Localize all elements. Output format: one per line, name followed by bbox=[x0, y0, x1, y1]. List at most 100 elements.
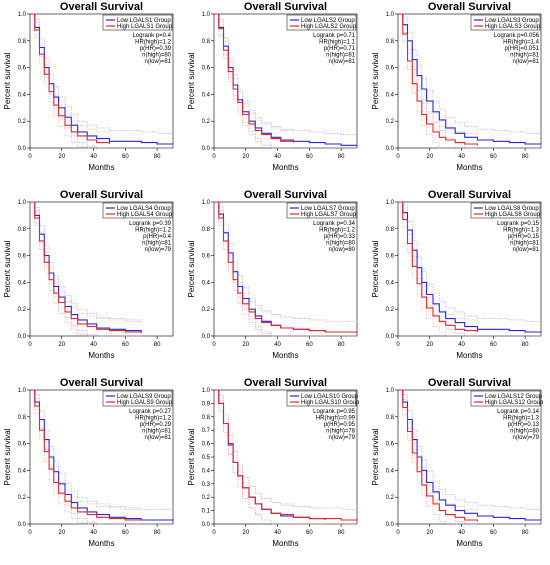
legend-label: Low LGALS1 Group bbox=[117, 18, 171, 24]
x-axis-label: Months bbox=[88, 163, 114, 172]
high-ci-lower-line bbox=[30, 389, 142, 525]
stat-text: HR(high)=1.2 bbox=[135, 416, 172, 422]
stat-text: p(HR)=0.051 bbox=[504, 46, 539, 52]
y-tick-label: 0.0 bbox=[202, 334, 211, 340]
y-tick-label: 1.0 bbox=[386, 12, 395, 18]
high-ci-upper-line bbox=[214, 13, 294, 132]
km-panel-5: Overall Survival 0 20 40 60 80 0.0 0.2 0.4 0.6 0.8… bbox=[184, 188, 367, 376]
x-tick-label: 20 bbox=[242, 342, 249, 348]
x-axis-label: Months bbox=[272, 351, 298, 360]
low-group-curve bbox=[30, 201, 142, 332]
high-ci-lower-line bbox=[398, 201, 478, 337]
y-axis-label: Percent survival bbox=[371, 428, 380, 485]
y-tick-label: 1.0 bbox=[386, 200, 395, 206]
y-tick-label: 0.0 bbox=[386, 522, 395, 528]
low-ci-upper-line bbox=[30, 201, 142, 322]
high-ci-lower-line bbox=[398, 389, 478, 525]
stat-text: p(HR)=0.95 bbox=[324, 422, 356, 428]
stat-text: p(HR)=0.39 bbox=[140, 46, 172, 52]
x-tick-label: 80 bbox=[154, 154, 161, 160]
legend-label: Low LGALS4 Group bbox=[117, 206, 171, 212]
stat-text: p(HR)=0.33 bbox=[324, 234, 356, 240]
stat-text: Logrank p=0.4 bbox=[132, 33, 171, 39]
stat-text: n(high)=81 bbox=[142, 429, 172, 435]
x-tick-label: 80 bbox=[154, 342, 161, 348]
stat-text: p(HR)=0.13 bbox=[508, 422, 540, 428]
y-tick-label: 0.0 bbox=[18, 146, 27, 152]
y-tick-label: 0.6 bbox=[18, 442, 27, 448]
km-panel-9: Overall Survival 0 20 40 60 80 0.0 0.2 0.4 0.6 0.8… bbox=[368, 376, 550, 564]
y-tick-label: 0.8 bbox=[18, 39, 27, 45]
stat-text: Logrank p=0.95 bbox=[313, 409, 356, 415]
km-chart-svg: Overall Survival 0 20 40 60 80 0.0 0.2 0.4 0.6 0.8… bbox=[371, 377, 544, 548]
y-axis-label: Percent survival bbox=[3, 428, 12, 485]
x-tick-label: 40 bbox=[458, 530, 465, 536]
legend-label: High LGALS2 Group bbox=[301, 24, 357, 30]
x-tick-label: 0 bbox=[396, 154, 400, 160]
x-tick-label: 60 bbox=[122, 342, 129, 348]
y-tick-label: 0.6 bbox=[386, 254, 395, 260]
stat-text: n(high)=81 bbox=[142, 241, 172, 247]
y-tick-label: 1.0 bbox=[202, 12, 211, 18]
km-chart-svg: Overall Survival 0 20 40 60 80 0.0 0.2 0.4 0.6 0.8… bbox=[3, 1, 174, 172]
legend-box bbox=[286, 202, 357, 219]
y-axis-label: Percent survival bbox=[3, 240, 12, 297]
legend-label: Low LGALS7 Group bbox=[301, 206, 355, 212]
x-tick-label: 40 bbox=[274, 154, 281, 160]
x-tick-label: 40 bbox=[90, 530, 97, 536]
high-group-curve bbox=[214, 13, 294, 143]
legend-label: High LGALS9 Group bbox=[117, 400, 173, 406]
x-tick-label: 0 bbox=[28, 154, 32, 160]
x-axis-label: Months bbox=[88, 539, 114, 548]
high-ci-lower-line bbox=[214, 201, 357, 337]
low-ci-upper-line bbox=[398, 13, 541, 134]
x-tick-label: 20 bbox=[242, 530, 249, 536]
km-chart-svg: Overall Survival 0 20 40 60 80 0.0 0.2 0.4 0.6 0.8… bbox=[187, 189, 358, 360]
y-tick-label: 0.6 bbox=[18, 66, 27, 72]
high-group-curve bbox=[214, 201, 358, 334]
km-panel-3: Overall Survival 0 20 40 60 80 0.0 0.2 0.4 0.6 0.8… bbox=[368, 0, 550, 188]
x-tick-label: 60 bbox=[490, 530, 497, 536]
km-chart-svg: Overall Survival 0 20 40 60 80 0.0 0.1 0.2 0.3 0.4… bbox=[187, 377, 360, 548]
x-tick-label: 0 bbox=[212, 154, 216, 160]
y-axis-label: Percent survival bbox=[371, 52, 380, 109]
y-tick-label: 0.0 bbox=[386, 334, 395, 340]
stat-text: Logrank p=0.71 bbox=[313, 33, 356, 39]
plot-frame bbox=[29, 13, 174, 149]
x-tick-label: 20 bbox=[58, 530, 65, 536]
legend-box bbox=[102, 202, 173, 219]
y-tick-label: 0.2 bbox=[202, 307, 211, 313]
chart-title: Overall Survival bbox=[60, 189, 143, 201]
y-tick-label: 0.9 bbox=[202, 401, 211, 407]
legend-label: High LGALS4 Group bbox=[117, 212, 173, 218]
stat-text: n(low)=80 bbox=[328, 247, 355, 253]
y-tick-label: 1.0 bbox=[386, 388, 395, 394]
y-tick-label: 0.4 bbox=[386, 92, 395, 98]
legend-label: High LGALS8 Group bbox=[485, 212, 541, 218]
y-tick-label: 0.4 bbox=[386, 280, 395, 286]
stat-text: p(HR)=0.29 bbox=[140, 422, 172, 428]
y-tick-label: 0.0 bbox=[386, 146, 395, 152]
stat-text: n(high)=80 bbox=[326, 241, 356, 247]
stat-text: n(high)=80 bbox=[510, 429, 540, 435]
stat-text: Logrank p=0.14 bbox=[497, 409, 540, 415]
stat-text: n(low)=81 bbox=[144, 59, 171, 65]
x-tick-label: 80 bbox=[338, 342, 345, 348]
y-tick-label: 0.4 bbox=[18, 92, 27, 98]
y-tick-label: 0.6 bbox=[202, 254, 211, 260]
stat-text: HR(high)=0.99 bbox=[316, 416, 356, 422]
y-tick-label: 0.6 bbox=[386, 442, 395, 448]
legend-box bbox=[286, 14, 357, 31]
plot-frame bbox=[213, 13, 358, 149]
legend-label: Low LGALS3 Group bbox=[485, 18, 539, 24]
chart-title: Overall Survival bbox=[244, 189, 327, 201]
km-chart-svg: Overall Survival 0 20 40 60 80 0.0 0.2 0.4 0.6 0.8… bbox=[3, 189, 174, 360]
y-axis-label: Percent survival bbox=[371, 240, 380, 297]
low-group-curve bbox=[398, 13, 541, 145]
high-group-curve bbox=[30, 389, 142, 521]
km-panel-6: Overall Survival 0 20 40 60 80 0.0 0.2 0.4 0.6 0.8… bbox=[368, 188, 550, 376]
x-tick-label: 80 bbox=[338, 530, 345, 536]
low-ci-upper-line bbox=[398, 201, 541, 322]
x-tick-label: 40 bbox=[274, 342, 281, 348]
y-tick-label: 0.0 bbox=[202, 522, 211, 528]
